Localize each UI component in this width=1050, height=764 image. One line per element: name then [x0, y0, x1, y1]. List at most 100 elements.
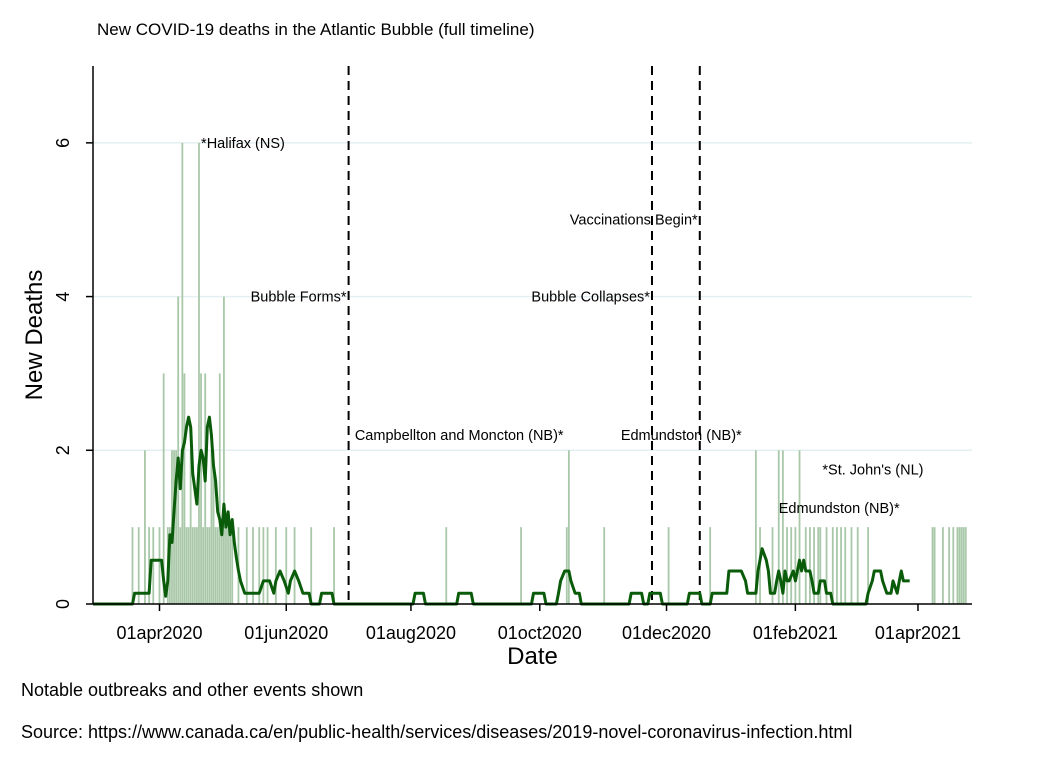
bar-84 — [956, 527, 959, 604]
y-tick-label-4: 4 — [53, 292, 73, 302]
bar-28 — [210, 450, 213, 604]
annotation-3: Bubble Collapses* — [531, 290, 650, 306]
annotation-7: Edmundston (NB)* — [779, 501, 900, 517]
bar-47 — [293, 527, 296, 604]
bar-21 — [196, 527, 198, 604]
bar-78 — [867, 527, 869, 604]
bar-68 — [813, 527, 815, 604]
bar-56 — [709, 527, 712, 604]
bar-12 — [177, 296, 180, 604]
bar-62 — [786, 527, 788, 604]
bar-67 — [809, 527, 811, 604]
bar-69 — [817, 527, 820, 604]
bar-25 — [204, 373, 207, 604]
bar-88 — [964, 527, 967, 604]
bar-24 — [202, 527, 205, 604]
bar-1 — [137, 527, 140, 604]
bar-50 — [445, 527, 448, 604]
bar-71 — [825, 527, 828, 604]
line-series — [93, 415, 910, 606]
bar-53 — [567, 450, 570, 604]
x-tick-label-2: 01aug2020 — [366, 623, 456, 643]
bar-33 — [220, 527, 223, 604]
bar-83 — [952, 527, 955, 604]
bar-38 — [231, 527, 234, 604]
bar-44 — [266, 527, 269, 604]
bar-11 — [175, 450, 178, 604]
bar-76 — [850, 527, 853, 604]
bar-63 — [790, 527, 793, 604]
bar-41 — [252, 527, 254, 604]
bar-52 — [565, 527, 568, 604]
bar-4 — [152, 527, 155, 604]
gridlines — [93, 142, 972, 452]
bar-79 — [931, 527, 934, 604]
annotation-0: *Halifax (NS) — [201, 136, 285, 152]
bar-70 — [819, 527, 822, 604]
bar-77 — [856, 527, 859, 604]
y-tick-label-6: 6 — [53, 138, 73, 148]
bar-54 — [603, 527, 606, 604]
bar-5 — [158, 527, 161, 604]
bar-19 — [191, 527, 194, 604]
chart-title: New COVID-19 deaths in the Atlantic Bubb… — [97, 20, 535, 39]
x-tick-label-0: 01apr2020 — [116, 623, 202, 643]
axes: 0 2 4 6 01apr2020 01jun2020 01aug2020 01oct2020… — [21, 66, 972, 670]
bar-26 — [206, 527, 209, 604]
bar-13 — [179, 527, 182, 604]
bar-82 — [948, 527, 951, 604]
annotation-6: *St. John's (NL) — [822, 463, 923, 479]
chart-note: Notable outbreaks and other events shown — [21, 680, 364, 700]
annotation-4: Campbellton and Moncton (NB)* — [355, 428, 564, 444]
bar-57 — [754, 450, 757, 604]
chart-source: Source: https://www.canada.ca/en/public-… — [21, 722, 853, 742]
annotation-1: Bubble Forms* — [251, 290, 347, 306]
annotation-5: Edmundston (NB)* — [621, 428, 742, 444]
bar-18 — [189, 450, 192, 604]
y-tick-label-2: 2 — [53, 445, 73, 455]
x-tick-label-3: 01oct2020 — [498, 623, 582, 643]
bar-43 — [262, 527, 265, 604]
bar-74 — [840, 527, 842, 604]
bar-81 — [942, 527, 944, 604]
bar-45 — [274, 527, 277, 604]
bar-34 — [223, 296, 225, 604]
bar-6 — [162, 373, 165, 604]
bar-64 — [794, 527, 797, 604]
bar-86 — [960, 527, 963, 604]
bar-42 — [258, 527, 261, 604]
bar-17 — [187, 527, 190, 604]
bar-59 — [771, 527, 774, 604]
bar-49 — [333, 527, 335, 604]
annotation-2: Vaccinations Begin* — [570, 213, 698, 229]
bar-16 — [185, 527, 188, 604]
bar-30 — [214, 527, 217, 604]
bar-36 — [227, 527, 229, 604]
x-tick-label-4: 01dec2020 — [622, 623, 711, 643]
bar-61 — [782, 450, 784, 604]
bar-22 — [198, 142, 200, 604]
bar-29 — [212, 450, 215, 604]
bar-27 — [208, 527, 211, 604]
bar-3 — [148, 527, 151, 604]
x-tick-label-6: 01apr2021 — [875, 623, 961, 643]
x-tick-label-1: 01jun2020 — [244, 623, 328, 643]
bar-55 — [667, 527, 670, 604]
bar-15 — [183, 373, 186, 604]
bar-series — [131, 142, 967, 604]
bar-20 — [193, 527, 196, 604]
event-lines — [347, 66, 701, 604]
x-tick-label-5: 01feb2021 — [753, 623, 838, 643]
bar-31 — [216, 527, 219, 604]
bar-73 — [836, 527, 838, 604]
bar-72 — [831, 527, 834, 604]
x-axis-title: Date — [507, 643, 558, 670]
bar-87 — [962, 527, 965, 604]
bar-65 — [798, 450, 801, 604]
y-tick-label-0: 0 — [53, 599, 73, 609]
bar-37 — [229, 527, 232, 604]
bar-46 — [285, 527, 288, 604]
bar-40 — [245, 527, 248, 604]
bar-60 — [777, 450, 780, 604]
annotations: *Halifax (NS) Bubble Forms* Vaccinations B… — [201, 136, 923, 517]
